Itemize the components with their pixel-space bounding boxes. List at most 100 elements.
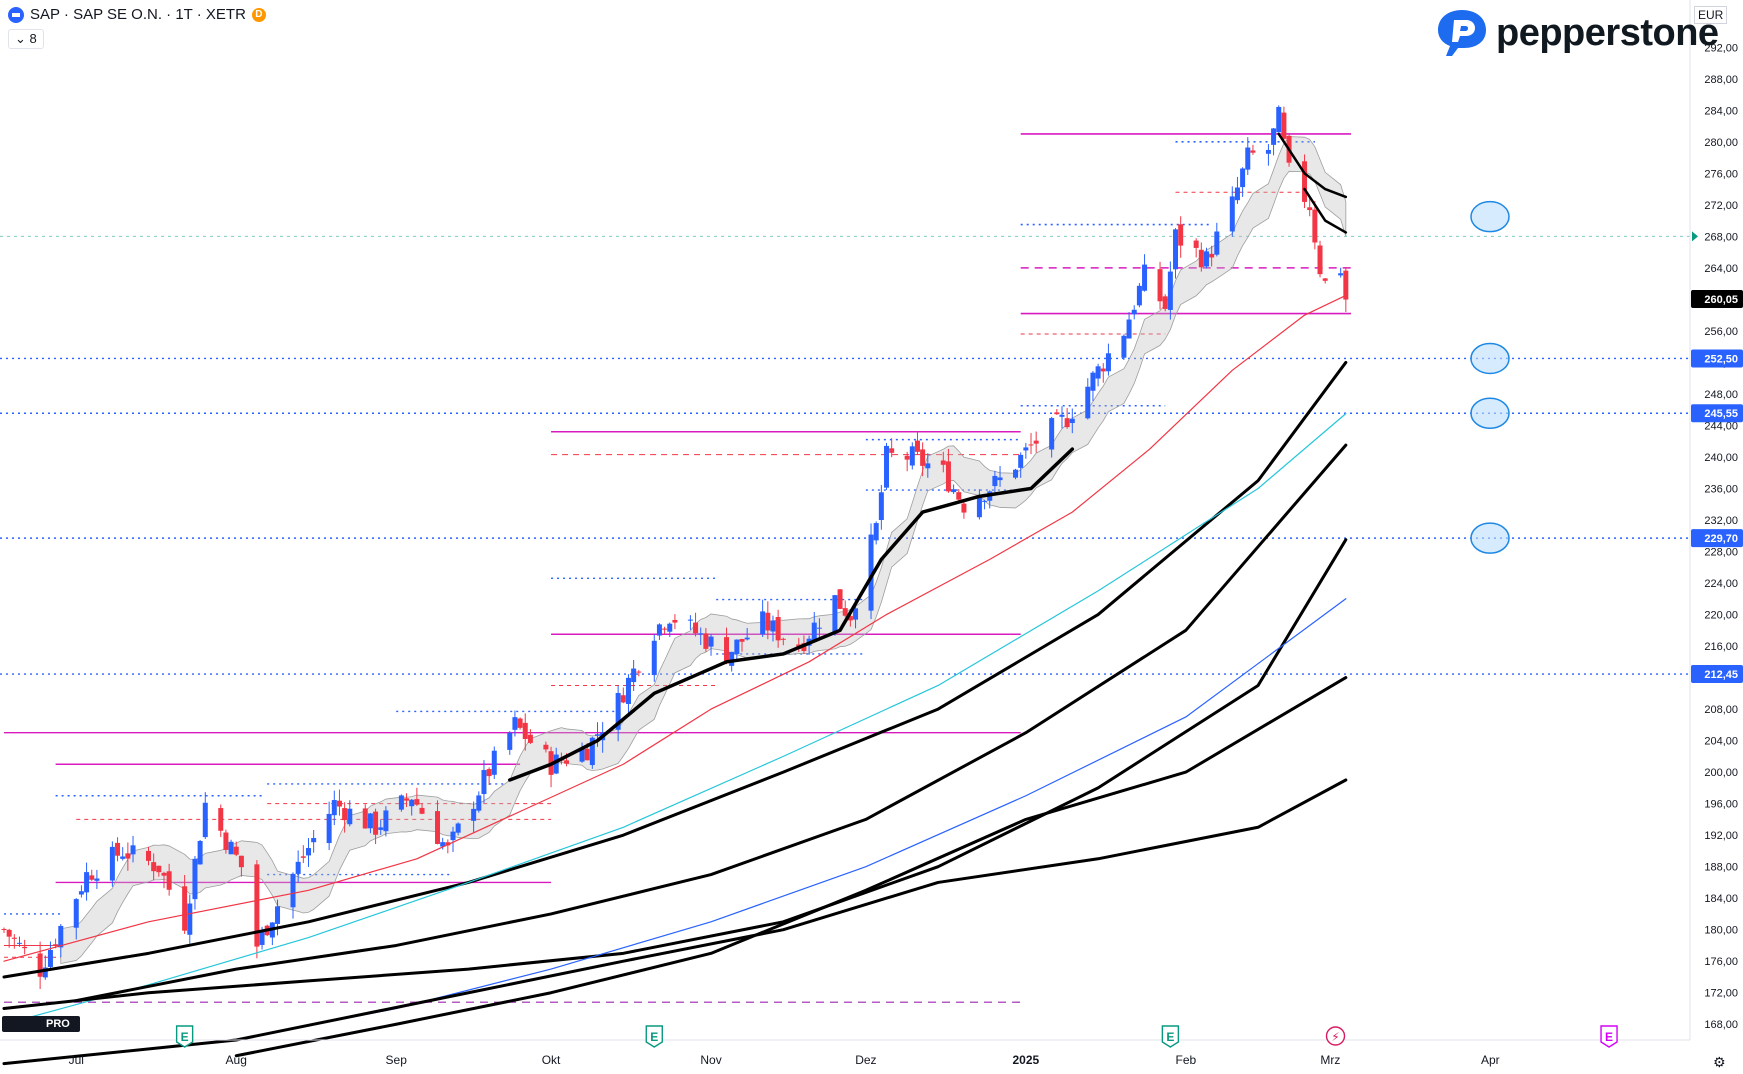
candle bbox=[1198, 242, 1204, 272]
annotation-circles bbox=[1470, 200, 1510, 554]
moving-average-line bbox=[508, 447, 1075, 782]
candle bbox=[1312, 201, 1318, 250]
x-tick-label: Apr bbox=[1481, 1053, 1500, 1067]
highlight-circle bbox=[1470, 397, 1510, 429]
earnings-event-icon[interactable]: E bbox=[645, 1025, 663, 1048]
candle bbox=[471, 801, 477, 834]
y-tick-label: 240,00 bbox=[1704, 452, 1738, 464]
candle bbox=[373, 808, 379, 845]
highlight-circle bbox=[1470, 522, 1510, 554]
candle bbox=[1209, 245, 1215, 267]
candle bbox=[527, 729, 533, 745]
candle bbox=[476, 791, 482, 813]
candle bbox=[300, 845, 306, 864]
time-axis[interactable]: Jul Aug Sep Okt Nov Dez 2025 Feb Mrz Apr bbox=[0, 1039, 1690, 1067]
indicator-toggle[interactable]: ⌄ 8 bbox=[8, 29, 44, 49]
candle bbox=[997, 466, 1003, 487]
candle bbox=[1095, 363, 1101, 387]
candle bbox=[1, 927, 7, 933]
y-tick-label: 204,00 bbox=[1704, 736, 1738, 748]
candle bbox=[662, 626, 668, 634]
settings-gear-icon[interactable]: ⚙ bbox=[1713, 1054, 1726, 1070]
candle bbox=[419, 803, 425, 815]
svg-text:212,45: 212,45 bbox=[1704, 669, 1738, 681]
candle bbox=[615, 685, 621, 742]
currency-selector[interactable]: EUR bbox=[1694, 6, 1728, 24]
candle bbox=[920, 442, 926, 477]
candle bbox=[161, 871, 167, 889]
candle bbox=[982, 499, 988, 510]
candle bbox=[507, 731, 513, 755]
price-axis[interactable]: 168,00 172,00 176,00 180,00 184,00 188,00 192,… bbox=[1689, 0, 1738, 1040]
candle bbox=[625, 674, 631, 716]
earnings-event-icon[interactable]: E bbox=[1161, 1025, 1180, 1048]
candle bbox=[445, 839, 451, 854]
brand-name: pepperstone bbox=[1496, 11, 1719, 54]
candle bbox=[703, 628, 709, 652]
candle bbox=[811, 612, 817, 642]
candle bbox=[651, 634, 657, 682]
x-tick-label: Mrz bbox=[1320, 1053, 1340, 1067]
earnings-event-icon[interactable]: E bbox=[175, 1025, 194, 1048]
candle bbox=[182, 874, 188, 935]
candle bbox=[326, 801, 332, 851]
y-tick-label: 172,00 bbox=[1704, 988, 1738, 1000]
symbol-header[interactable]: SAP · SAP SE O.N. · 1T · XETR D bbox=[8, 6, 266, 23]
candle bbox=[842, 600, 848, 618]
candle bbox=[146, 846, 152, 866]
candle bbox=[925, 453, 931, 478]
moving-average-line bbox=[1277, 132, 1348, 199]
y-tick-label: 200,00 bbox=[1704, 767, 1738, 779]
candle bbox=[1281, 106, 1287, 143]
candle bbox=[636, 670, 642, 677]
moving-average-line bbox=[234, 676, 1348, 1058]
candle bbox=[1059, 406, 1065, 429]
dividend-event-icon[interactable]: ⚡ bbox=[1325, 1026, 1346, 1046]
candle bbox=[414, 787, 420, 806]
brand-logo: pepperstone bbox=[1436, 8, 1719, 58]
candle bbox=[724, 627, 730, 665]
candle bbox=[311, 830, 317, 853]
candle bbox=[11, 934, 17, 949]
candle bbox=[620, 687, 626, 704]
candle bbox=[878, 484, 884, 530]
y-tick-label: 232,00 bbox=[1704, 515, 1738, 527]
candle bbox=[89, 869, 95, 881]
candle bbox=[698, 627, 704, 646]
x-tick-label: Sep bbox=[386, 1053, 408, 1067]
candle bbox=[269, 922, 275, 946]
y-tick-label: 268,00 bbox=[1704, 231, 1738, 243]
symbol-line[interactable]: SAP · SAP SE O.N. · 1T · XETR bbox=[30, 6, 246, 23]
candle bbox=[708, 634, 714, 656]
candle bbox=[1121, 334, 1127, 360]
price-label: 252,50 bbox=[1691, 349, 1743, 368]
candle bbox=[868, 523, 874, 620]
candle bbox=[1234, 176, 1240, 204]
candle bbox=[398, 794, 404, 812]
y-tick-label: 184,00 bbox=[1704, 893, 1738, 905]
candle bbox=[1265, 144, 1271, 166]
candle bbox=[765, 601, 771, 640]
earnings-event-icon[interactable]: E bbox=[1600, 1025, 1618, 1048]
svg-text:E: E bbox=[1166, 1030, 1174, 1044]
candle bbox=[1023, 442, 1029, 459]
candle bbox=[517, 717, 523, 730]
y-tick-label: 220,00 bbox=[1704, 610, 1738, 622]
candle bbox=[1054, 409, 1060, 415]
candle bbox=[223, 829, 229, 854]
y-tick-label: 244,00 bbox=[1704, 420, 1738, 432]
candle bbox=[16, 936, 22, 947]
svg-text:E: E bbox=[650, 1030, 658, 1044]
candle bbox=[1178, 216, 1184, 258]
y-tick-label: 288,00 bbox=[1704, 74, 1738, 86]
moving-average-line bbox=[3, 294, 1347, 962]
svg-text:⚡: ⚡ bbox=[1331, 1030, 1339, 1044]
candle bbox=[115, 837, 121, 862]
svg-text:252,50: 252,50 bbox=[1704, 353, 1738, 365]
candle bbox=[42, 955, 48, 980]
candle bbox=[1085, 378, 1091, 420]
ma-band bbox=[60, 136, 1347, 965]
price-label: 245,55 bbox=[1691, 404, 1743, 423]
svg-text:229,70: 229,70 bbox=[1704, 533, 1738, 545]
